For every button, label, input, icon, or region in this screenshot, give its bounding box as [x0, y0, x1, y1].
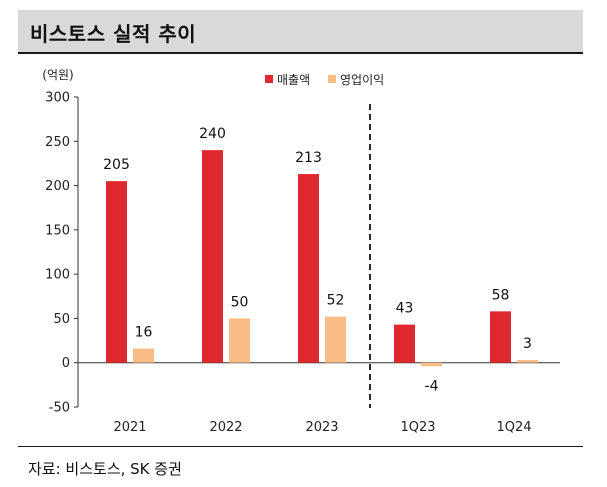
x-tick-label: 2022: [209, 420, 242, 435]
y-tick-label: 300: [45, 91, 70, 106]
data-label-operating-profit: 3: [523, 336, 532, 352]
data-label-operating-profit: -4: [425, 378, 439, 394]
bar-revenue: [394, 324, 415, 363]
y-tick-label: 50: [53, 312, 70, 327]
x-tick-label: 1Q24: [496, 420, 531, 435]
title-bar: 비스토스 실적 추이: [18, 10, 583, 54]
bar-operating-profit: [133, 348, 154, 363]
bar-operating-profit: [517, 360, 538, 363]
source-note: 자료: 비스토스, SK 증권: [28, 460, 182, 478]
bar-revenue: [298, 174, 319, 363]
y-tick-label: 100: [45, 268, 70, 283]
y-tick-label: 200: [45, 179, 70, 194]
bar-operating-profit: [421, 362, 442, 367]
bar-operating-profit: [229, 318, 250, 363]
y-tick-label: 250: [45, 135, 70, 150]
legend-label: 매출액: [277, 73, 310, 87]
source-divider: [18, 446, 583, 447]
legend-swatch: [328, 75, 336, 83]
data-label-operating-profit: 52: [327, 293, 345, 309]
bar-revenue: [106, 181, 127, 363]
legend-label: 영업이익: [340, 73, 384, 87]
chart-title: 비스토스 실적 추이: [30, 22, 197, 46]
data-label-operating-profit: 16: [135, 325, 153, 341]
data-label-revenue: 43: [396, 301, 414, 317]
x-tick-label: 2023: [305, 420, 338, 435]
y-axis-unit-label: (억원): [42, 68, 73, 82]
x-tick-label: 1Q23: [400, 420, 435, 435]
data-label-operating-profit: 50: [231, 294, 249, 310]
bar-operating-profit: [325, 316, 346, 363]
data-label-revenue: 58: [492, 287, 510, 303]
x-tick-label: 2021: [113, 420, 146, 435]
y-tick-label: 150: [45, 223, 70, 238]
bar-revenue: [490, 311, 511, 363]
y-tick-label: 0: [62, 356, 70, 371]
legend-swatch: [265, 75, 273, 83]
data-label-revenue: 240: [199, 126, 226, 142]
y-tick-label: -50: [49, 401, 70, 416]
bar-chart: (억원) -50 0 50 100 150 200 250 300 205 16 2021 240 50 2…: [42, 68, 560, 435]
bar-revenue: [202, 150, 223, 363]
data-label-revenue: 205: [103, 157, 130, 173]
data-label-revenue: 213: [295, 150, 322, 166]
